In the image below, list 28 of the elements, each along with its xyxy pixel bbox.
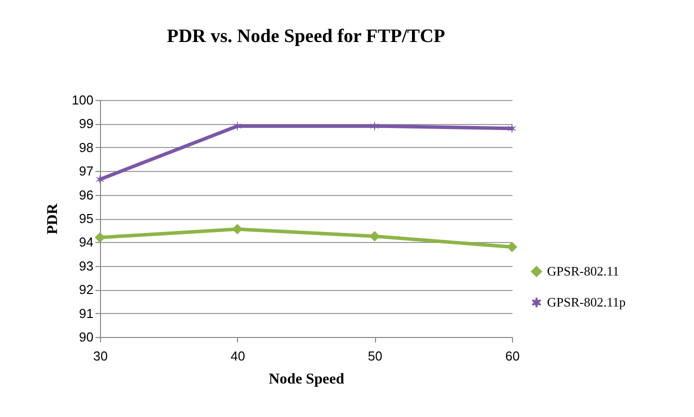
x-tick-label: 40 bbox=[230, 348, 246, 364]
y-tick-label: 90 bbox=[79, 330, 94, 344]
point bbox=[370, 120, 380, 132]
y-tick-label: 99 bbox=[79, 116, 94, 132]
y-tick-label: 92 bbox=[79, 282, 94, 298]
point bbox=[369, 231, 380, 242]
point bbox=[507, 123, 517, 134]
legend-label: GPSR-802.11 bbox=[547, 264, 620, 278]
point bbox=[232, 120, 242, 132]
chart-title: PDR vs. Node Speed for FTP/TCP bbox=[166, 26, 446, 47]
x-axis-title: Node Speed bbox=[268, 372, 345, 388]
point bbox=[232, 224, 243, 234]
y-tick-label: 97 bbox=[79, 164, 94, 179]
y-tick-label: 98 bbox=[79, 140, 94, 155]
x-tick-label: 60 bbox=[505, 348, 520, 364]
point bbox=[94, 232, 106, 243]
x-tick-label: 50 bbox=[368, 348, 382, 364]
y-axis-title: PDR bbox=[44, 203, 61, 234]
point bbox=[95, 174, 105, 185]
y-tick-label: 96 bbox=[79, 187, 94, 202]
y-tick-label: 93 bbox=[79, 258, 94, 274]
legend-label: GPSR-802.11p bbox=[547, 294, 626, 310]
y-tick-label: 95 bbox=[79, 211, 94, 226]
y-tick-label: 91 bbox=[79, 306, 94, 321]
y-tick-label: 94 bbox=[79, 234, 94, 250]
point bbox=[506, 242, 518, 252]
y-tick-label: 100 bbox=[72, 92, 94, 108]
x-tick-label: 30 bbox=[93, 348, 108, 364]
